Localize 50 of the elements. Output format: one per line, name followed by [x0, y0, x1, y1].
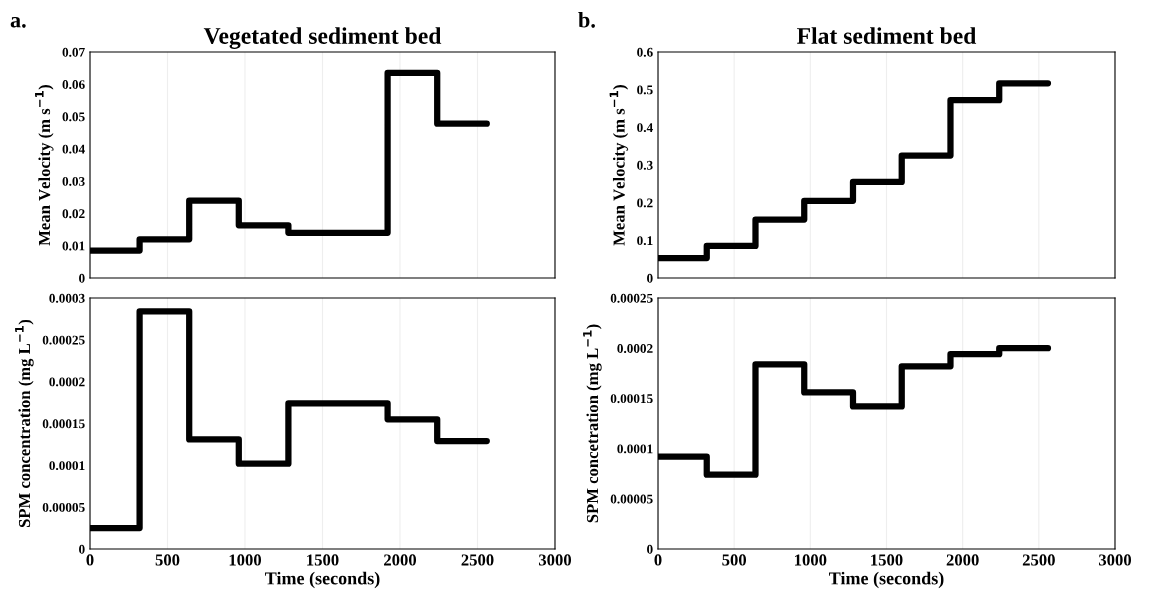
- x-tick-label: 2500: [461, 554, 494, 566]
- x-tick-label: 1500: [871, 554, 903, 566]
- y-axis-title: Mean Velocity (m s$^{−1}$): [609, 85, 629, 246]
- y-tick-label: 0.5: [637, 85, 653, 95]
- y-axis-title: SPM concetration (mg L$^{−1}$): [583, 324, 602, 523]
- x-tick-label: 1000: [795, 554, 827, 566]
- y-tick-label: 0.00015: [610, 394, 653, 404]
- y-tick-label: 0.2: [637, 198, 653, 208]
- x-tick-label: 2000: [946, 554, 979, 566]
- y-tick-label: 0: [79, 544, 85, 554]
- y-tick-label: 0.0002: [617, 344, 653, 353]
- y-tick-label: 0.05: [62, 112, 85, 122]
- x-axis-title: Time (seconds): [265, 571, 380, 589]
- y-tick-label: 0.03: [62, 176, 85, 186]
- y-tick-label: 0.0001: [617, 444, 653, 454]
- y-tick-label: 0.06: [62, 80, 85, 90]
- x-tick-label: 1500: [307, 554, 339, 566]
- y-tick-label: 0.00015: [42, 419, 85, 429]
- x-tick-label: 3000: [538, 554, 572, 566]
- y-axis-title: SPM concentration (mg L$^{−1}$): [15, 319, 34, 528]
- x-tick-label: 3000: [1098, 554, 1132, 566]
- y-tick-label: 0.00005: [42, 502, 85, 512]
- chart-title: Vegetated sediment bed: [203, 27, 442, 49]
- y-tick-label: 0.01: [62, 241, 85, 251]
- y-tick-label: 0.00025: [610, 293, 653, 303]
- y-tick-label: 0.04: [62, 144, 85, 154]
- y-tick-label: 0.1: [637, 236, 653, 246]
- y-tick-label: 0.4: [637, 123, 653, 133]
- x-tick-label: 1000: [229, 554, 262, 566]
- text: a.: [10, 16, 26, 28]
- y-tick-label: 0: [79, 273, 85, 283]
- chart-title: Flat sediment bed: [797, 27, 977, 44]
- y-tick-label: 0: [647, 544, 653, 554]
- x-tick-label: 500: [722, 554, 747, 566]
- y-tick-label: 0.3: [637, 160, 653, 170]
- y-tick-label: 0.02: [62, 209, 85, 219]
- x-tick-label: 500: [155, 554, 180, 566]
- y-tick-label: 0.6: [637, 47, 653, 57]
- y-tick-label: 0.0002: [49, 377, 85, 387]
- y-tick-label: 0.0001: [49, 461, 85, 471]
- y-tick-label: 0.0003: [49, 293, 85, 303]
- y-tick-label: 0.00005: [610, 494, 653, 504]
- x-tick-label: 2500: [1022, 554, 1055, 566]
- y-axis-title: Mean Velocity (m s$^{−1}$): [35, 85, 54, 246]
- y-tick-label: 0.07: [62, 47, 85, 57]
- y-tick-label: 0: [647, 273, 653, 283]
- y-tick-label: 0.00025: [42, 335, 85, 345]
- x-tick-label: 2000: [384, 554, 417, 566]
- text: b.: [578, 11, 595, 28]
- x-axis-title: Time (seconds): [829, 571, 944, 589]
